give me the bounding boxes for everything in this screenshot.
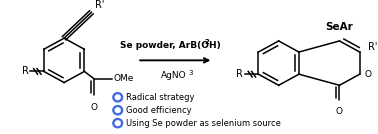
Text: O: O (336, 107, 343, 116)
Circle shape (113, 106, 122, 115)
Text: 2: 2 (204, 39, 209, 45)
Circle shape (113, 119, 122, 128)
Text: R': R' (367, 42, 377, 52)
Circle shape (115, 121, 120, 125)
Circle shape (115, 108, 120, 113)
Text: OMe: OMe (114, 74, 134, 83)
Text: O: O (91, 103, 98, 112)
Text: Good efficiency: Good efficiency (125, 106, 191, 115)
Text: Radical strategy: Radical strategy (125, 93, 194, 102)
Text: R: R (236, 69, 243, 79)
Text: O: O (365, 70, 372, 79)
Text: Se powder, ArB(OH): Se powder, ArB(OH) (120, 41, 221, 50)
Text: SeAr: SeAr (325, 22, 353, 32)
Circle shape (115, 95, 120, 100)
Text: AgNO: AgNO (161, 71, 186, 80)
Text: Using Se powder as selenium source: Using Se powder as selenium source (125, 119, 280, 128)
Text: 3: 3 (189, 70, 193, 76)
Circle shape (113, 93, 122, 102)
Text: R': R' (94, 0, 104, 10)
Text: R: R (22, 66, 29, 76)
